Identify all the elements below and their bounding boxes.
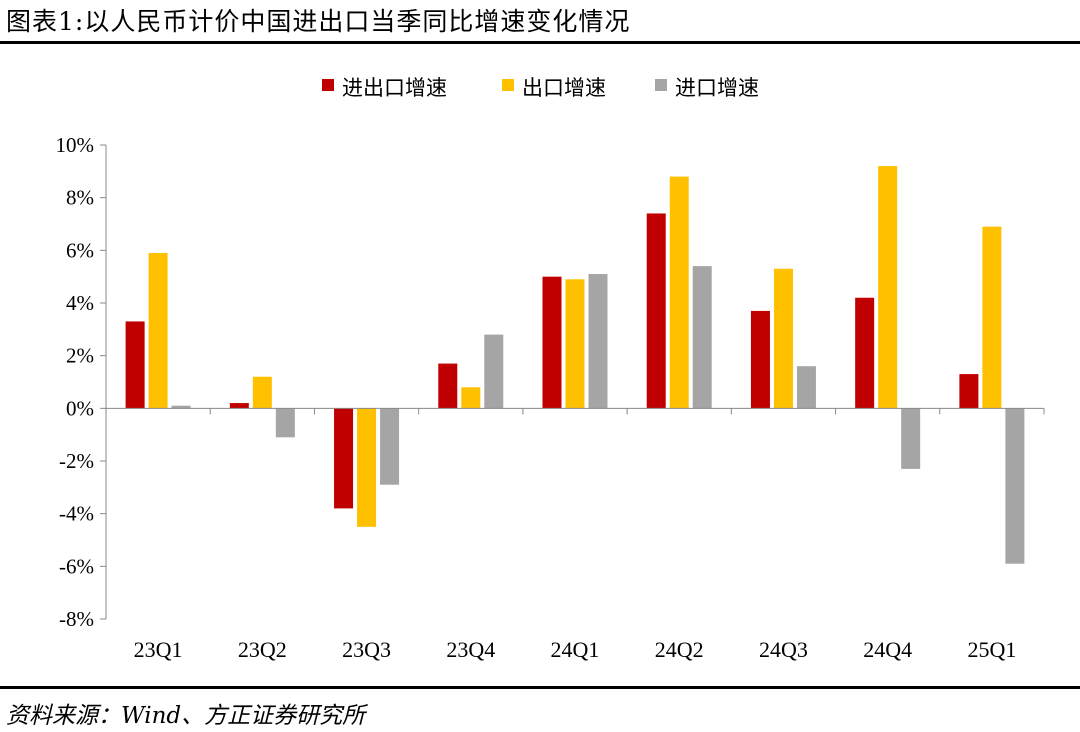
- bar-23Q3-series-0: [334, 408, 354, 509]
- x-tick-label: 24Q3: [759, 637, 808, 662]
- bar-23Q4-series-2: [484, 334, 504, 409]
- bar-24Q2-series-0: [646, 213, 666, 409]
- y-axis: 10% 8% 6% 4% 2% 0% -2% -4% -6% -8%: [56, 133, 107, 631]
- y-tick-label: 6%: [66, 238, 94, 262]
- y-tick-label: -4%: [59, 502, 94, 526]
- legend-label-1: 出口增速: [522, 76, 606, 100]
- legend-swatch-2: [655, 79, 667, 91]
- bar-23Q2-series-0: [229, 403, 249, 409]
- bar-24Q3-series-1: [773, 268, 793, 409]
- bar-23Q1-series-2: [171, 405, 191, 409]
- bar-24Q4-series-2: [901, 408, 921, 469]
- x-tick-label: 23Q4: [446, 637, 495, 662]
- bar-23Q2-series-2: [275, 408, 295, 438]
- legend-swatch-0: [322, 79, 334, 91]
- title-divider: [0, 41, 1080, 44]
- y-tick-label: 10%: [56, 133, 95, 157]
- x-tick-label: 25Q1: [967, 637, 1016, 662]
- bar-chart: 进出口增速 出口增速 进口增速 10%8%6%4%2%0%-2%-4%-6%-8% …: [56, 76, 1045, 662]
- x-tick-label: 24Q2: [655, 637, 704, 662]
- y-tick-label: 2%: [66, 344, 94, 368]
- bar-23Q3-series-1: [357, 408, 377, 527]
- legend: 进出口增速 出口增速 进口增速: [322, 76, 759, 100]
- bar-24Q1-series-2: [588, 274, 608, 409]
- y-tick-label: 8%: [66, 186, 94, 210]
- bar-24Q3-series-2: [796, 366, 816, 409]
- y-tick-label: 4%: [66, 291, 94, 315]
- bar-25Q1-series-0: [959, 374, 979, 409]
- y-tick-label: -2%: [59, 449, 94, 473]
- bar-23Q1-series-1: [148, 252, 168, 409]
- bar-24Q2-series-1: [669, 176, 689, 409]
- bar-23Q4-series-0: [438, 363, 458, 409]
- bar-23Q2-series-1: [252, 376, 272, 409]
- bar-23Q3-series-2: [380, 408, 400, 485]
- x-tick-label: 24Q1: [551, 637, 600, 662]
- legend-label-0: 进出口增速: [342, 76, 447, 100]
- bar-24Q4-series-1: [878, 166, 898, 409]
- legend-swatch-1: [502, 79, 514, 91]
- bar-24Q2-series-2: [692, 266, 712, 409]
- footer-divider: [0, 686, 1080, 689]
- bar-25Q1-series-1: [982, 226, 1002, 409]
- y-tick-label: -6%: [59, 554, 94, 578]
- x-axis: 23Q1 23Q2 23Q3 23Q4 24Q1 24Q2 24Q3 24Q4 25Q1: [105, 407, 1045, 662]
- bar-23Q4-series-1: [461, 387, 481, 409]
- legend-label-2: 进口增速: [675, 76, 759, 100]
- bar-24Q3-series-0: [750, 310, 770, 409]
- bar-25Q1-series-2: [1005, 408, 1025, 564]
- x-tick-label: 24Q4: [863, 637, 912, 662]
- bar-24Q1-series-1: [565, 279, 585, 409]
- bar-23Q1-series-0: [125, 321, 145, 409]
- bar-24Q1-series-0: [542, 276, 562, 409]
- source-note: 资料来源：Wind、方正证券研究所: [6, 703, 366, 729]
- bar-24Q4-series-0: [855, 297, 875, 409]
- x-tick-label: 23Q3: [342, 637, 391, 662]
- y-tick-label: -8%: [59, 607, 94, 631]
- x-tick-label: 23Q2: [238, 637, 287, 662]
- x-tick-label: 23Q1: [134, 637, 183, 662]
- bars: [125, 166, 1025, 564]
- y-tick-label: 0%: [66, 396, 94, 420]
- chart-title: 图表1:以人民币计价中国进出口当季同比增速变化情况: [6, 7, 631, 36]
